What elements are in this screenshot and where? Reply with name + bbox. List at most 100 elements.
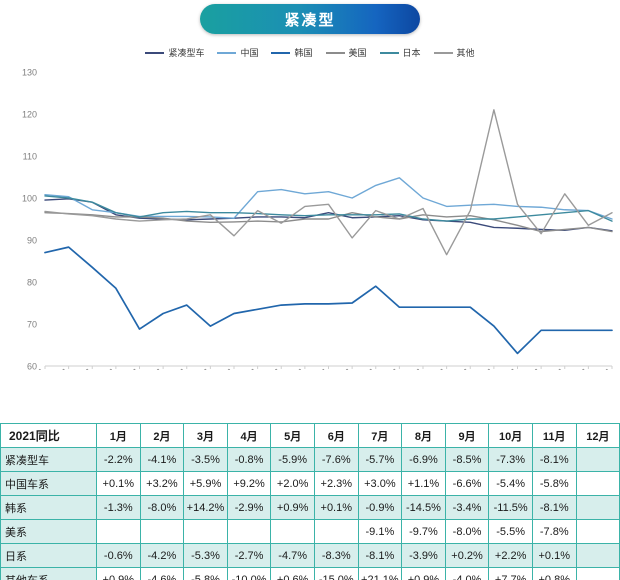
- x-axis-tick-label: 2020年2月: [85, 366, 117, 370]
- table-header: 2021同比 1月 2月 3月 4月 5月 6月 7月 8月 9月 10月 11月 12月: [0, 423, 620, 448]
- x-axis-tick-label: 2021年8月: [510, 366, 542, 370]
- x-axis-tick-label: 2021年4月: [416, 366, 448, 370]
- table-row: 紧凑型车 -2.2% -4.1% -3.5% -0.8% -5.9% -7.6% -5.7% -…: [0, 447, 620, 472]
- table-cell: -7.8%: [531, 519, 577, 544]
- chart-series-line: [44, 246, 613, 355]
- table-row-label: 紧凑型车: [0, 447, 97, 472]
- legend-label: 其他: [456, 48, 475, 58]
- x-axis-tick-label: 2020年9月: [250, 366, 282, 370]
- table-corner-label: 2021同比: [0, 423, 97, 448]
- x-axis-tick-label: 2021年7月: [486, 366, 518, 370]
- table-cell: +0.9%: [401, 567, 446, 580]
- x-axis-tick-label: 2021年2月: [368, 366, 400, 370]
- table-cell: +3.0%: [357, 471, 403, 496]
- table-cell: +0.1%: [96, 471, 141, 496]
- legend-item-4[interactable]: 日本: [379, 46, 421, 59]
- table-cell: [96, 519, 141, 544]
- chart-series-line: [44, 198, 613, 232]
- table-cell: [270, 519, 315, 544]
- table-cell: +0.2%: [444, 543, 490, 568]
- table-cell: -5.7%: [357, 447, 403, 472]
- legend-label: 紧凑型车: [168, 48, 205, 58]
- table-cell: +2.2%: [488, 543, 533, 568]
- table-cell: -8.0%: [444, 519, 490, 544]
- table-cell: -6.9%: [401, 447, 446, 472]
- y-axis-tick: 80: [27, 278, 37, 288]
- table-column-header-2: 2月: [139, 423, 185, 448]
- legend-line-icon: [271, 51, 291, 54]
- table-cell: -8.0%: [139, 495, 185, 520]
- x-axis-tick-label: 2020年3月: [108, 366, 140, 370]
- table-column-header-3: 3月: [183, 423, 228, 448]
- table-cell: +0.9%: [270, 495, 315, 520]
- table-cell: +0.1%: [313, 495, 359, 520]
- x-axis-tick-label: 2020年4月: [132, 366, 164, 370]
- table-cell: +9.2%: [226, 471, 272, 496]
- table-row: 其他车系+0.9%-4.6%-5.8%-10.0%+0.6%-15.0%+21.…: [0, 567, 620, 580]
- table-cell: -8.1%: [531, 447, 577, 472]
- legend-item-5[interactable]: 其他: [433, 46, 475, 59]
- table-cell: [575, 447, 620, 472]
- table-cell: -9.7%: [401, 519, 446, 544]
- table-cell: +14.2%: [183, 495, 228, 520]
- table-cell: -2.9%: [226, 495, 272, 520]
- table-row-label: 日系: [0, 543, 97, 568]
- table-cell: -4.0%: [444, 567, 490, 580]
- y-axis-tick: 60: [27, 362, 37, 371]
- table-cell: [183, 519, 228, 544]
- table-row-label: 韩系: [0, 495, 97, 520]
- table-cell: -4.7%: [270, 543, 315, 568]
- table-column-header-12: 12月: [575, 423, 620, 448]
- title-banner: 紧凑型: [200, 4, 420, 34]
- table-cell: +5.9%: [183, 471, 228, 496]
- table-cell: -5.8%: [183, 567, 228, 580]
- table-row: 韩系 -1.3% -8.0% +14.2% -2.9% +0.9% +0.1% -0.9% -1…: [0, 495, 620, 520]
- table-cell: +1.1%: [401, 471, 446, 496]
- yoy-table-container: 2021同比 1月 2月 3月 4月 5月 6月 7月 8月 9月 10月 11月 12月 紧凑型车 -2…: [0, 423, 620, 580]
- y-axis-tick: 120: [22, 110, 37, 120]
- legend-item-1[interactable]: 中国: [217, 46, 258, 59]
- table-cell: -2.2%: [96, 447, 141, 472]
- y-axis-tick: 90: [27, 236, 37, 246]
- table-cell: -8.5%: [444, 447, 490, 472]
- legend-item-2[interactable]: 韩国: [271, 46, 313, 59]
- table-row: 中国车系 +0.1% +3.2% +5.9% +9.2% +2.0% +2.3% +3.0% +…: [0, 471, 620, 496]
- table-cell: [575, 495, 620, 520]
- table-cell: -7.3%: [488, 447, 533, 472]
- table-cell: -6.6%: [444, 471, 490, 496]
- line-chart: 607080901001101201302019年11月2019年12月2020…: [0, 60, 620, 371]
- table-cell: +3.2%: [139, 471, 185, 496]
- table-cell: [139, 519, 185, 544]
- table-cell: +7.7%: [488, 567, 533, 580]
- table-column-header-6: 6月: [313, 423, 359, 448]
- table-row-label: 中国车系: [0, 471, 97, 496]
- yoy-table: 2021同比 1月 2月 3月 4月 5月 6月 7月 8月 9月 10月 11月 12月 紧凑型车 -2…: [0, 423, 620, 580]
- legend-item-3[interactable]: 美国: [325, 46, 367, 59]
- x-axis-tick-label: 2020年1月: [61, 366, 93, 370]
- legend-item-0[interactable]: 紧凑型车: [145, 46, 204, 59]
- x-axis-tick-label: 2020年5月: [156, 366, 188, 370]
- table-cell: -3.9%: [401, 543, 446, 568]
- table-row-label: 美系: [0, 519, 97, 544]
- table-row-label: 其他车系: [0, 567, 97, 580]
- x-axis-tick-label: 2021年5月: [439, 366, 471, 370]
- table-cell: -15.0%: [313, 567, 359, 580]
- table-column-header-7: 7月: [357, 423, 403, 448]
- table-column-header-11: 11月: [531, 423, 577, 448]
- table-cell: -1.3%: [96, 495, 141, 520]
- table-cell: -5.5%: [488, 519, 533, 544]
- y-axis-tick: 100: [22, 194, 37, 204]
- table-column-header-9: 9月: [444, 423, 490, 448]
- table-cell: -0.8%: [226, 447, 272, 472]
- table-cell: +0.1%: [531, 543, 577, 568]
- legend-line-icon: [433, 51, 453, 54]
- table-cell: -0.9%: [357, 495, 403, 520]
- table-cell: -5.3%: [183, 543, 228, 568]
- table-cell: +0.9%: [96, 567, 141, 580]
- chart-legend: 紧凑型车 中国 韩国 美国 日本 其他: [0, 46, 620, 59]
- table-cell: -4.2%: [139, 543, 185, 568]
- table-cell: -3.4%: [444, 495, 490, 520]
- x-axis-tick-label: 2021年3月: [392, 366, 424, 370]
- table-body: 紧凑型车 -2.2% -4.1% -3.5% -0.8% -5.9% -7.6% -5.7% -…: [0, 447, 620, 580]
- table-cell: -11.5%: [488, 495, 533, 520]
